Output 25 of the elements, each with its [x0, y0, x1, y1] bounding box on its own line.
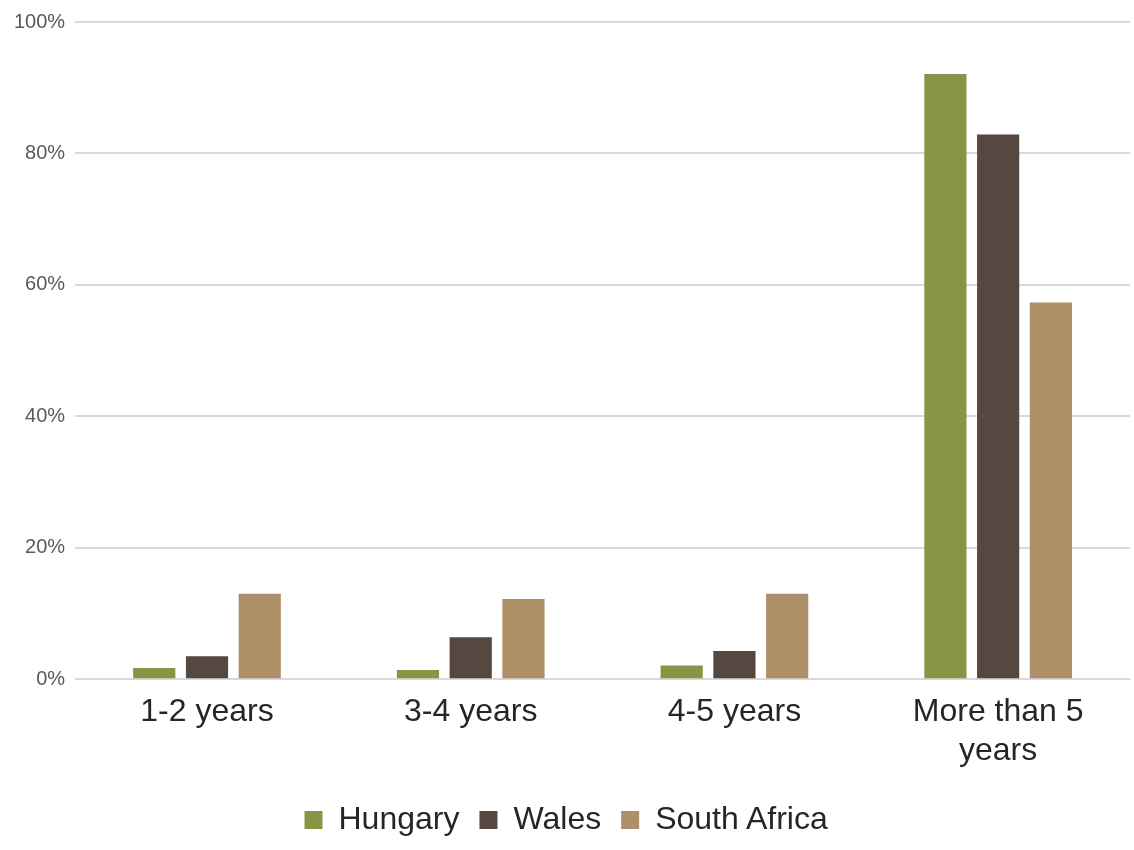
legend-label: Hungary: [338, 799, 460, 836]
y-tick-label: 0%: [36, 666, 66, 689]
y-tick-label: 100%: [14, 9, 66, 32]
x-tick-label: 1-2 years: [140, 692, 274, 729]
legend-label: South Africa: [655, 799, 828, 836]
bar: [133, 668, 176, 679]
bar: [502, 599, 545, 679]
x-tick-label: More than 5 years: [912, 692, 1084, 767]
x-tick-label: 3-4 years: [404, 692, 538, 729]
legend-label: Wales: [513, 799, 602, 836]
bar: [977, 134, 1020, 679]
bar: [713, 650, 756, 679]
bar: [1029, 302, 1072, 679]
bar: [449, 637, 492, 679]
bar: [238, 593, 281, 679]
x-tick-label: 4-5 years: [667, 692, 802, 729]
bar: [185, 656, 229, 679]
bar: [660, 665, 703, 679]
y-tick-label: 80%: [25, 140, 66, 163]
y-tick-label: 40%: [25, 403, 66, 426]
bar: [396, 670, 440, 679]
y-tick-label: 20%: [25, 535, 66, 558]
bar: [924, 73, 967, 679]
y-tick-label: 60%: [25, 272, 66, 295]
bar: [766, 593, 809, 679]
